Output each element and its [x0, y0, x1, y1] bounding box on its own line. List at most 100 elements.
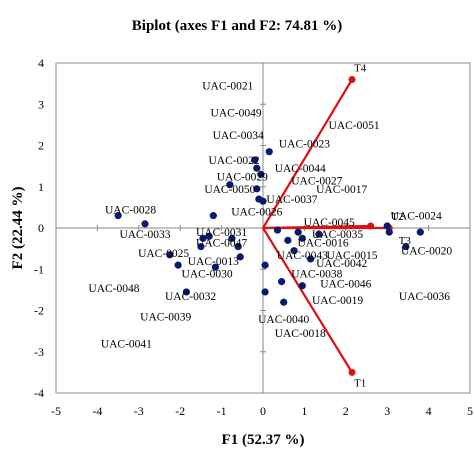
observation-point — [174, 261, 182, 269]
observation-label: UAC-0026 — [231, 207, 282, 219]
observation-point — [298, 282, 306, 290]
observation-point — [236, 253, 244, 261]
observation-point — [166, 251, 174, 259]
observation-point — [257, 170, 265, 178]
observation-point — [265, 148, 273, 156]
y-tick-label: -3 — [34, 345, 44, 359]
observation-label: UAC-0033 — [119, 229, 170, 241]
observation-label: UAC-0029 — [217, 171, 268, 183]
variable-label: T2 — [391, 211, 403, 223]
observation-point — [416, 228, 424, 236]
observation-point — [290, 247, 298, 255]
observation-point — [228, 234, 236, 242]
observation-label: UAC-0051 — [329, 120, 380, 132]
labels-layer: UAC-0021 UAC-0049 UAC-0034 UAC-0051 UAC-0023… — [88, 81, 452, 351]
observation-point — [209, 212, 217, 220]
observation-point — [251, 156, 259, 164]
observation-point — [280, 298, 288, 306]
observation-point — [253, 185, 261, 193]
variable-vector-tip — [367, 222, 375, 230]
observation-point — [211, 263, 219, 271]
observation-label: UAC-0038 — [291, 268, 342, 280]
observation-point — [383, 222, 391, 230]
observation-label: UAC-0048 — [88, 283, 139, 295]
variable-vector — [262, 224, 371, 230]
observation-label: UAC-0040 — [258, 314, 309, 326]
observation-point — [141, 220, 149, 228]
observation-point — [385, 228, 393, 236]
y-tick-label: 3 — [38, 97, 44, 111]
observation-label: UAC-0044 — [275, 163, 326, 175]
observation-point — [278, 278, 286, 286]
observation-label: UAC-0017 — [316, 184, 367, 196]
observation-point — [294, 228, 302, 236]
observation-label: UAC-0022 — [208, 155, 259, 167]
observation-label: UAC-0047 — [196, 237, 247, 249]
observation-label: UAC-0027 — [291, 176, 342, 188]
x-tick-label: 3 — [384, 404, 390, 418]
observation-label: UAC-0034 — [213, 130, 264, 142]
x-tick-label: -4 — [92, 404, 102, 418]
observation-point — [182, 288, 191, 296]
observation-point — [315, 230, 323, 238]
variable-vector — [262, 78, 353, 229]
observation-label: UAC-0021 — [202, 81, 253, 93]
observation-point — [205, 232, 213, 240]
observation-label: UAC-0039 — [140, 312, 191, 324]
observation-label: UAC-0043 — [277, 250, 328, 262]
observation-label: UAC-0018 — [275, 328, 326, 340]
observation-point — [253, 164, 261, 172]
observation-label: UAC-0015 — [326, 250, 377, 262]
x-axis-title: F1 (52.37 %) — [222, 432, 305, 448]
observation-point — [298, 234, 306, 242]
observation-point — [261, 288, 269, 296]
observation-label: UAC-0041 — [101, 339, 152, 351]
observation-label: UAC-0035 — [312, 229, 363, 241]
observation-point — [273, 226, 282, 234]
y-tick-label: -1 — [34, 262, 44, 276]
x-tick-label: 0 — [260, 404, 266, 418]
x-tick-label: -2 — [175, 404, 185, 418]
x-tick-label: -5 — [51, 404, 61, 418]
variable-vector — [262, 227, 353, 373]
ticks-layer: -5 -4 -3 -2 -1 0 1 2 3 4 5 -4 -3 -2 -1 0 1 2 3 4 — [34, 56, 473, 418]
y-tick-label: 1 — [38, 180, 44, 194]
observation-label: UAC-0036 — [399, 291, 450, 303]
x-tick-label: -3 — [134, 404, 144, 418]
observation-point — [199, 234, 207, 242]
variable-vector-tip — [348, 76, 356, 83]
observation-point — [307, 255, 315, 263]
observation-point — [234, 242, 242, 251]
observation-label: UAC-0025 — [138, 248, 189, 260]
observation-label: UAC-0037 — [266, 194, 317, 206]
observation-label: UAC-0019 — [312, 295, 363, 307]
observation-point — [261, 261, 269, 269]
observation-label: UAC-0028 — [105, 204, 156, 216]
observation-label: UAC-0013 — [188, 256, 239, 268]
observation-label: UAC-0045 — [304, 217, 355, 229]
x-tick-label: 1 — [301, 404, 307, 418]
x-tick-label: -1 — [217, 404, 227, 418]
observation-label: UAC-0031 — [196, 227, 247, 239]
y-tick-label: -2 — [34, 304, 44, 318]
observation-label: UAC-0016 — [297, 237, 348, 249]
observation-label: UAC-0020 — [401, 246, 452, 258]
observation-label: UAC-0050 — [204, 184, 255, 196]
observation-label: UAC-0023 — [279, 138, 330, 150]
y-tick-label: 0 — [38, 221, 44, 235]
observation-label: UAC-0049 — [211, 108, 262, 120]
observation-point — [402, 242, 410, 251]
variable-label: T1 — [354, 377, 366, 389]
y-tick-label: 2 — [38, 139, 44, 153]
chart-title: Biplot (axes F1 and F2: 74.81 %) — [132, 18, 342, 34]
observation-point — [226, 181, 234, 189]
observation-label: UAC-0030 — [182, 268, 233, 280]
observation-label: UAC-0046 — [320, 279, 371, 291]
observation-point — [259, 197, 267, 205]
x-tick-label: 5 — [467, 404, 473, 418]
observation-label: UAC-0032 — [165, 291, 216, 303]
observation-label: UAC-0024 — [391, 211, 442, 223]
observation-point — [197, 242, 205, 251]
